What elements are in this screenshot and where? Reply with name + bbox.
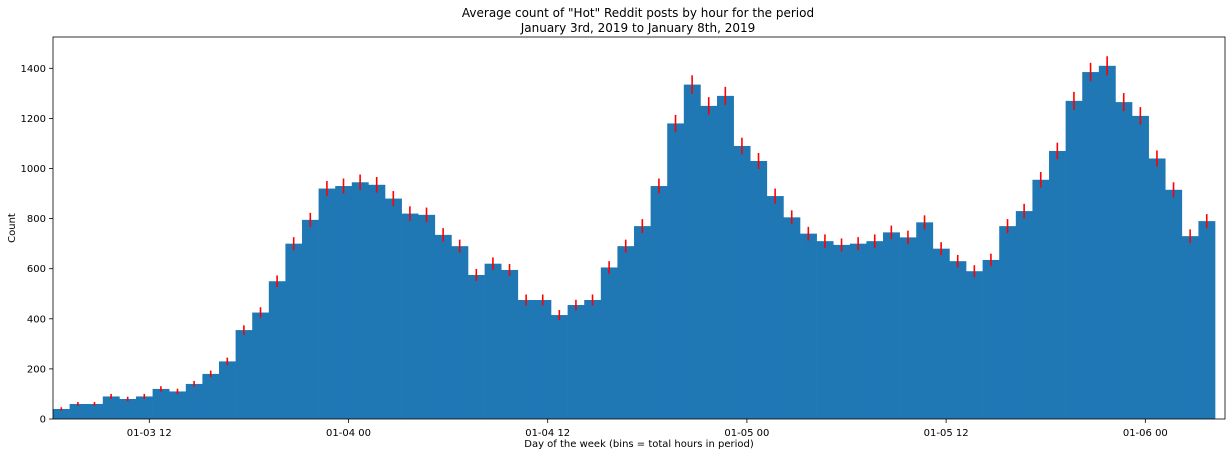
y-axis: 0 200 400 600 800 1000 1200 1400 xyxy=(21,64,53,426)
histogram-bar xyxy=(833,244,851,419)
histogram-bar xyxy=(766,196,784,419)
histogram-bar xyxy=(385,198,402,419)
histogram-bar xyxy=(501,269,519,419)
histogram-bar xyxy=(1132,115,1149,420)
histogram-bar xyxy=(800,233,817,419)
y-tick-label: 200 xyxy=(27,364,46,375)
histogram-bar xyxy=(966,271,983,419)
y-tick-label: 1400 xyxy=(21,64,46,75)
histogram-bar xyxy=(1165,189,1183,419)
histogram-bar xyxy=(534,300,552,419)
histogram-bar xyxy=(949,261,967,419)
chart-title-line-1: Average count of "Hot" Reddit posts by h… xyxy=(462,6,814,20)
histogram-bar xyxy=(916,222,934,419)
histogram-bar xyxy=(351,182,369,419)
x-tick-label: 01-04 00 xyxy=(326,428,371,439)
histogram-bar xyxy=(318,188,336,419)
histogram-bar xyxy=(551,315,568,419)
histogram-bar xyxy=(717,95,734,420)
histogram-bar xyxy=(235,330,253,419)
histogram-bar xyxy=(849,243,867,419)
histogram-bar xyxy=(1148,158,1166,420)
histogram-bar xyxy=(252,312,270,419)
histogram-bar xyxy=(1181,236,1199,419)
histogram-bar xyxy=(169,391,187,419)
histogram-bar xyxy=(866,241,884,419)
histogram-bar xyxy=(434,234,452,419)
histogram-bar xyxy=(617,246,635,419)
histogram-bar xyxy=(335,186,353,419)
histogram-bar xyxy=(667,123,685,420)
histogram-bar xyxy=(1198,221,1216,419)
histogram-bar xyxy=(53,408,70,419)
histogram-bar xyxy=(368,184,386,419)
x-tick-label: 01-05 00 xyxy=(724,428,769,439)
histogram-bar xyxy=(982,259,1000,419)
histogram-bar xyxy=(584,300,602,419)
y-tick-label: 600 xyxy=(27,264,46,275)
histogram-bar xyxy=(136,396,153,419)
histogram-bar xyxy=(783,217,801,419)
error-bars-group xyxy=(60,56,1208,411)
histogram-bar xyxy=(634,226,651,419)
histogram-bar xyxy=(202,373,220,419)
histogram-bar xyxy=(401,213,419,419)
histogram-bar xyxy=(1049,150,1066,419)
histogram-bar xyxy=(484,263,502,419)
histogram-bar xyxy=(451,246,469,419)
histogram-bar xyxy=(1015,211,1033,419)
histogram-bar xyxy=(899,237,917,419)
plot-frame xyxy=(52,36,1226,420)
histogram-bar xyxy=(567,305,585,419)
y-tick-label: 1200 xyxy=(21,114,46,125)
histogram-bar xyxy=(1065,100,1083,419)
histogram-bar xyxy=(1082,72,1100,419)
histogram-bar xyxy=(418,214,436,419)
histogram-bar xyxy=(517,300,535,419)
histogram-bar xyxy=(683,84,701,419)
y-tick-label: 1000 xyxy=(21,164,46,175)
y-tick-label: 0 xyxy=(40,415,46,426)
histogram-bar xyxy=(999,226,1017,419)
histogram-bar xyxy=(883,232,900,419)
histogram-bar xyxy=(1115,102,1133,419)
x-axis: 01-03 12 01-04 00 01-04 12 01-05 00 01-05 12… xyxy=(127,419,1168,439)
histogram-bar xyxy=(468,274,485,419)
histogram-bar xyxy=(600,267,618,419)
x-tick-label: 01-06 00 xyxy=(1123,428,1168,439)
histogram-bar xyxy=(285,243,303,419)
y-tick-label: 800 xyxy=(27,214,46,225)
x-tick-label: 01-05 12 xyxy=(924,428,969,439)
chart-title-line-2: January 3rd, 2019 to January 8th, 2019 xyxy=(520,21,756,35)
bars-group xyxy=(53,65,1216,420)
y-tick-label: 400 xyxy=(27,314,46,325)
histogram-bar xyxy=(750,160,768,420)
histogram-bar xyxy=(185,383,203,419)
x-tick-label: 01-03 12 xyxy=(127,428,172,439)
histogram-bar xyxy=(1098,65,1116,419)
histogram-bar xyxy=(268,281,286,419)
histogram-bar xyxy=(302,219,319,419)
histogram-bar xyxy=(650,186,668,419)
histogram-bar xyxy=(932,248,950,419)
histogram-bar xyxy=(119,398,137,419)
histogram-bar xyxy=(102,396,120,419)
histogram-bar xyxy=(700,105,718,419)
y-axis-title: Count xyxy=(7,213,18,243)
histogram-bar xyxy=(816,241,834,419)
histogram-bar xyxy=(1032,179,1050,419)
x-tick-label: 01-04 12 xyxy=(525,428,570,439)
histogram-bar xyxy=(86,403,104,419)
x-axis-title: Day of the week (bins = total hours in p… xyxy=(524,439,754,450)
histogram-bar xyxy=(69,403,87,419)
histogram-bar xyxy=(152,388,170,419)
histogram-bar xyxy=(219,361,236,419)
histogram-bar xyxy=(733,145,751,419)
